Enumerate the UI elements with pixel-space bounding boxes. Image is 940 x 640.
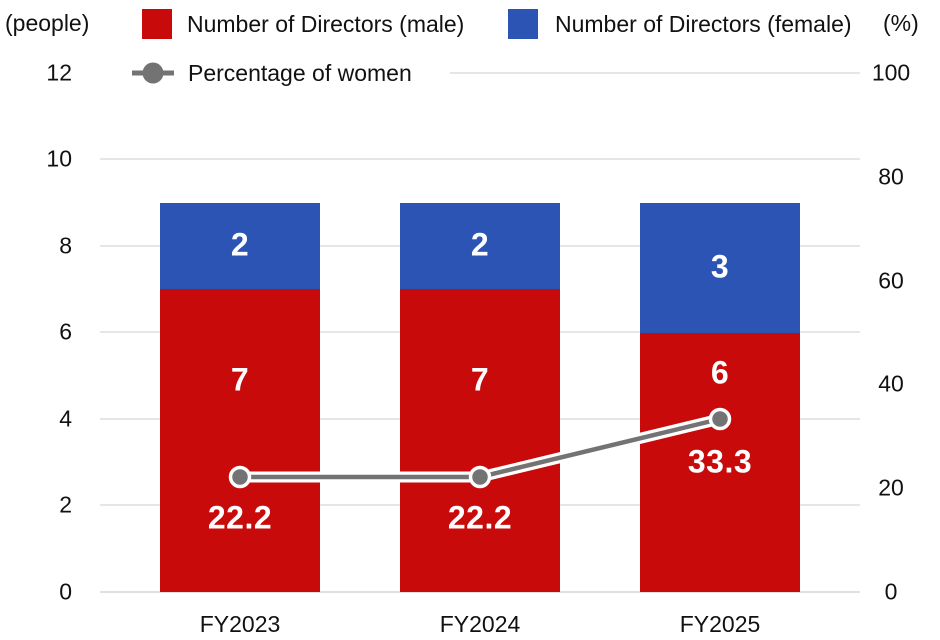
legend-label-female: Number of Directors (female): [555, 11, 852, 37]
label-fy2025-pct: 33.3: [687, 443, 753, 480]
left-tick-4: 4: [59, 405, 72, 432]
left-tick-2: 2: [59, 491, 72, 518]
label-fy2024-male: 7: [470, 361, 490, 398]
gridline-10: [100, 158, 860, 160]
line-marker-fy2025: [708, 407, 732, 431]
line-marker-fy2023: [228, 465, 252, 489]
label-fy2025-female: 3: [710, 248, 730, 285]
label-fy2025-male: 6: [710, 354, 730, 391]
label-fy2024-pct: 22.2: [447, 499, 513, 536]
label-fy2024-female: 2: [470, 226, 490, 263]
left-tick-12: 12: [46, 59, 72, 86]
x-label-fy2023: FY2023: [199, 611, 281, 637]
bar-fy2024-male: [400, 289, 560, 592]
bar-fy2023-female: [160, 203, 320, 289]
x-label-fy2025: FY2025: [679, 611, 761, 637]
legend-swatch-male: [142, 9, 172, 39]
right-tick-100: 100: [871, 59, 911, 86]
bar-fy2024-female: [400, 203, 560, 289]
legend-label-male: Number of Directors (male): [187, 11, 465, 37]
legend-swatch-female: [508, 9, 538, 39]
bar-fy2025-male: [640, 333, 800, 592]
right-axis-unit: (%): [883, 10, 919, 36]
bar-fy2023-male: [160, 289, 320, 592]
line-marker-icon: [132, 62, 174, 84]
legend-label-percentage: Percentage of women: [188, 59, 412, 86]
label-fy2023-male: 7: [230, 361, 250, 398]
right-tick-60: 60: [878, 267, 904, 294]
gridline-12-100: [450, 72, 860, 74]
label-fy2023-pct: 22.2: [207, 499, 273, 536]
x-axis-baseline: [100, 591, 860, 593]
bar-fy2025-female: [640, 203, 800, 333]
right-tick-40: 40: [878, 370, 904, 397]
left-tick-10: 10: [46, 145, 72, 172]
left-tick-0: 0: [59, 578, 72, 605]
label-fy2023-female: 2: [230, 226, 250, 263]
right-tick-0: 0: [884, 578, 898, 605]
line-marker-fy2024: [468, 465, 492, 489]
left-tick-8: 8: [59, 232, 72, 259]
legend-item-percentage-line: Percentage of women: [130, 57, 426, 89]
right-tick-80: 80: [878, 163, 904, 190]
left-axis-unit: (people): [5, 10, 90, 36]
left-tick-6: 6: [59, 318, 72, 345]
right-tick-20: 20: [878, 474, 904, 501]
x-label-fy2024: FY2024: [439, 611, 521, 637]
